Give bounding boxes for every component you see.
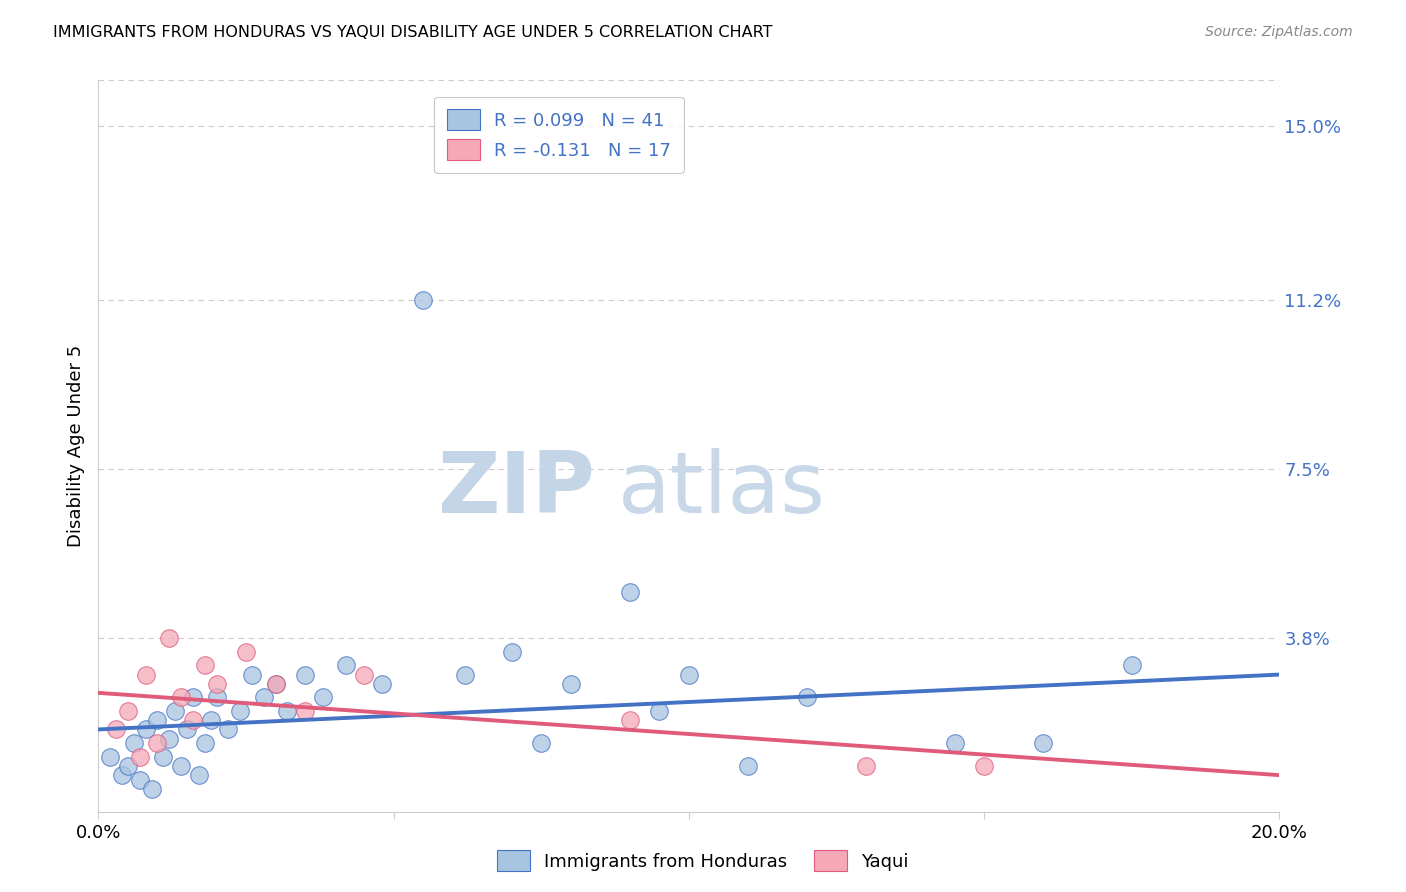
Legend: Immigrants from Honduras, Yaqui: Immigrants from Honduras, Yaqui <box>489 843 917 879</box>
Point <box>312 690 335 705</box>
Point <box>111 768 134 782</box>
Point <box>135 667 157 681</box>
Point <box>157 631 180 645</box>
Point <box>235 645 257 659</box>
Point <box>678 667 700 681</box>
Point <box>176 723 198 737</box>
Point <box>453 667 475 681</box>
Point <box>619 714 641 728</box>
Point <box>560 676 582 690</box>
Point <box>135 723 157 737</box>
Point <box>855 759 877 773</box>
Point <box>217 723 239 737</box>
Point <box>253 690 276 705</box>
Point <box>530 736 553 750</box>
Point <box>943 736 966 750</box>
Point <box>170 759 193 773</box>
Point <box>181 690 204 705</box>
Point <box>128 772 150 787</box>
Point <box>335 658 357 673</box>
Point <box>501 645 523 659</box>
Point <box>200 714 222 728</box>
Point <box>117 704 139 718</box>
Point <box>353 667 375 681</box>
Point <box>146 714 169 728</box>
Text: Source: ZipAtlas.com: Source: ZipAtlas.com <box>1205 25 1353 39</box>
Point <box>122 736 145 750</box>
Legend: R = 0.099   N = 41, R = -0.131   N = 17: R = 0.099 N = 41, R = -0.131 N = 17 <box>434 96 683 173</box>
Text: IMMIGRANTS FROM HONDURAS VS YAQUI DISABILITY AGE UNDER 5 CORRELATION CHART: IMMIGRANTS FROM HONDURAS VS YAQUI DISABI… <box>53 25 773 40</box>
Point <box>1032 736 1054 750</box>
Point <box>264 676 287 690</box>
Point <box>128 749 150 764</box>
Point <box>294 667 316 681</box>
Point <box>205 676 228 690</box>
Point <box>187 768 209 782</box>
Point <box>181 714 204 728</box>
Point <box>194 736 217 750</box>
Point <box>98 749 121 764</box>
Point <box>973 759 995 773</box>
Text: atlas: atlas <box>619 449 827 532</box>
Point <box>619 585 641 599</box>
Point <box>229 704 252 718</box>
Point <box>146 736 169 750</box>
Text: ZIP: ZIP <box>437 449 595 532</box>
Point <box>165 704 187 718</box>
Y-axis label: Disability Age Under 5: Disability Age Under 5 <box>66 345 84 547</box>
Point <box>412 293 434 307</box>
Point <box>152 749 174 764</box>
Point <box>648 704 671 718</box>
Point <box>157 731 180 746</box>
Point <box>194 658 217 673</box>
Point <box>294 704 316 718</box>
Point <box>240 667 263 681</box>
Point <box>170 690 193 705</box>
Point <box>141 781 163 796</box>
Point <box>371 676 394 690</box>
Point <box>117 759 139 773</box>
Point <box>264 676 287 690</box>
Point <box>205 690 228 705</box>
Point <box>796 690 818 705</box>
Point <box>105 723 128 737</box>
Point <box>276 704 298 718</box>
Point <box>737 759 759 773</box>
Point <box>1121 658 1143 673</box>
